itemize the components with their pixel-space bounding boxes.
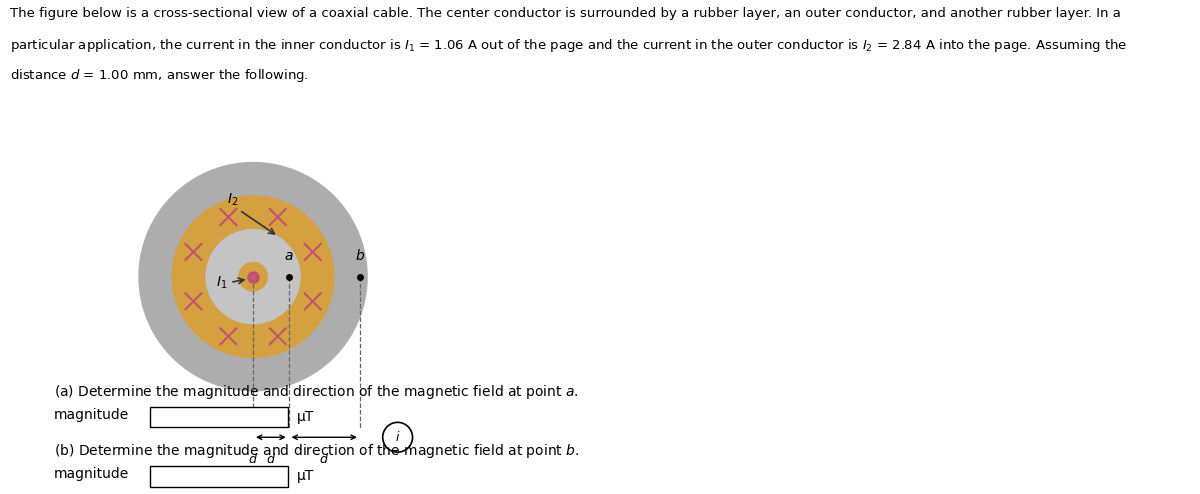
Text: $d$: $d$ — [248, 452, 258, 466]
Text: a: a — [284, 249, 293, 263]
Text: (a) Determine the magnitude and direction of the magnetic field at point $a$.: (a) Determine the magnitude and directio… — [54, 383, 578, 401]
Text: The figure below is a cross-sectional view of a coaxial cable. The center conduc: The figure below is a cross-sectional vi… — [10, 7, 1121, 20]
Text: i: i — [396, 431, 400, 444]
Text: (b) Determine the magnitude and direction of the magnetic field at point $b$.: (b) Determine the magnitude and directio… — [54, 442, 580, 460]
Polygon shape — [172, 195, 335, 358]
Text: $I_2$: $I_2$ — [227, 191, 238, 208]
Text: magnitude: magnitude — [54, 408, 130, 421]
FancyBboxPatch shape — [150, 407, 288, 427]
Text: $d$: $d$ — [319, 452, 329, 466]
Text: μT: μT — [296, 410, 313, 424]
Text: magnitude: magnitude — [54, 467, 130, 481]
Polygon shape — [138, 162, 367, 391]
Text: $d$: $d$ — [266, 452, 276, 466]
Polygon shape — [238, 262, 268, 291]
FancyBboxPatch shape — [150, 466, 288, 487]
Text: distance $d$ = 1.00 mm, answer the following.: distance $d$ = 1.00 mm, answer the follo… — [10, 67, 308, 83]
Text: μT: μT — [296, 469, 313, 483]
Text: particular application, the current in the inner conductor is $I_1$ = 1.06 A out: particular application, the current in t… — [10, 37, 1127, 54]
Polygon shape — [205, 229, 301, 324]
Text: b: b — [355, 249, 364, 263]
Text: $I_1$: $I_1$ — [216, 274, 228, 290]
